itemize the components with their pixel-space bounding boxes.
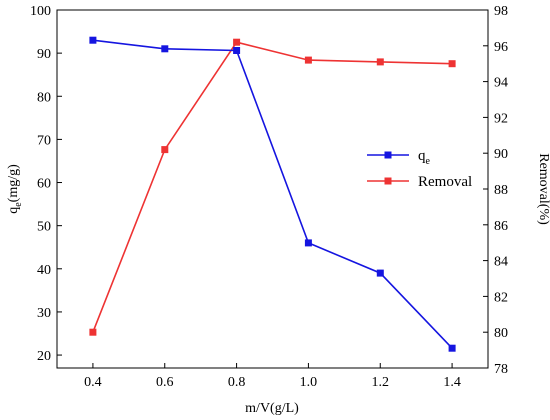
y-right-tick-label: 78 [494,362,508,377]
y-left-tick-label: 30 [37,306,51,321]
point-qe [448,344,456,352]
y-left-title-main: q [6,207,21,214]
x-axis-title: m/V(g/L) [245,401,299,416]
legend-label-qe-sub: e [426,156,431,167]
y-left-tick-label: 20 [37,349,51,364]
x-tick-label: 1.4 [443,375,461,390]
y-left-tick-label: 80 [37,90,51,105]
y-right-tick-label: 92 [494,111,508,126]
y-right-tick-label: 88 [494,183,508,198]
legend-label-qe-main: q [418,148,426,164]
legend-item-qe: qe [367,148,431,167]
x-tick-label: 0.6 [156,375,174,390]
point-removal [448,60,456,68]
y-right-tick-label: 80 [494,326,508,341]
point-removal [304,56,312,64]
y-right-tick-label: 94 [494,76,508,91]
legend-marker-qe [384,151,392,159]
y-left-tick-label: 60 [37,177,51,192]
y-right-tick-label: 90 [494,147,508,162]
y-axis-left-title: qe(mg/g) [6,164,24,214]
x-tick-label: 0.4 [84,375,102,390]
y-right-tick-label: 96 [494,40,508,55]
legend-label-qe: qe [418,148,431,167]
point-qe [376,269,384,277]
legend-label-removal: Removal [418,174,472,190]
legend-item-removal: Removal [367,174,472,190]
y-axis-left: 20 30 40 50 60 70 80 90 100 [30,4,62,364]
y-right-tick-label: 86 [494,219,508,234]
series-line-removal [92,41,453,333]
y-left-tick-label: 100 [30,4,51,19]
point-removal [161,146,169,154]
point-removal [233,38,241,46]
point-qe [161,45,169,53]
y-left-tick-label: 40 [37,263,51,278]
y-left-tick-label: 70 [37,133,51,148]
y-axis-right-title: Removal(%) [536,153,550,225]
legend-marker-removal [384,177,392,185]
y-left-tick-label: 50 [37,220,51,235]
y-axis-right: 78 80 82 84 86 88 90 92 94 96 98 [483,4,508,377]
y-left-title-sub: e [13,202,24,207]
x-axis: 0.4 0.6 0.8 1.0 1.2 1.4 [84,363,461,390]
point-removal [89,328,97,336]
y-right-tick-label: 82 [494,290,508,305]
point-qe [89,36,97,44]
y-left-title-rest: (mg/g) [6,164,21,202]
point-qe [304,239,312,247]
x-tick-label: 1.0 [300,375,318,390]
series-layer [89,36,456,352]
y-left-tick-label: 90 [37,47,51,62]
x-tick-label: 1.2 [372,375,390,390]
y-right-tick-label: 84 [494,255,508,270]
legend: qe Removal [367,148,472,190]
point-qe [233,47,241,54]
x-tick-label: 0.8 [228,375,246,390]
y-right-tick-label: 98 [494,4,508,19]
point-removal [376,58,384,66]
series-line-qe [92,39,453,349]
